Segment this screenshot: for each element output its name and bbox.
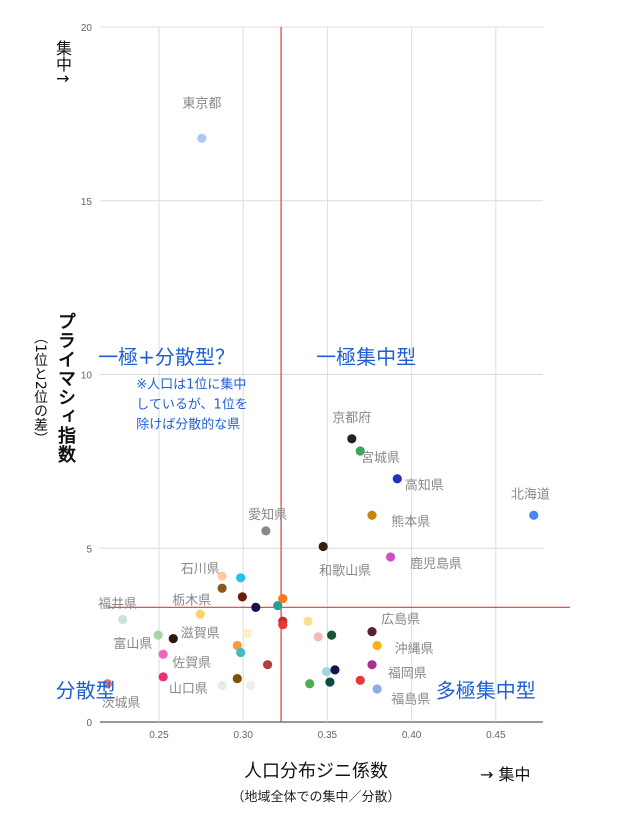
data-point [153, 630, 163, 640]
point-label: 石川県 [181, 562, 220, 577]
data-point [236, 647, 246, 658]
data-point [262, 660, 273, 670]
data-point [327, 630, 337, 640]
quadrant-label: 分散型 [56, 679, 116, 703]
y-tick-label: 5 [86, 544, 92, 555]
data-point [237, 592, 247, 602]
data-point [325, 677, 335, 687]
x-tick-label: 0.40 [402, 730, 422, 741]
point-label: 山口県 [169, 682, 208, 697]
data-points [102, 133, 539, 694]
data-point [251, 602, 261, 612]
point-label: 愛知県 [248, 507, 287, 523]
data-point [278, 594, 288, 604]
data-point [367, 510, 377, 520]
annotation-line: しているが、1位を [136, 397, 248, 412]
data-point [313, 632, 323, 642]
quadrant-label: 多極集中型 [436, 679, 536, 703]
point-label: 和歌山県 [319, 564, 371, 579]
x-tick-label: 0.45 [486, 730, 506, 741]
data-point [305, 679, 315, 689]
point-label: 福岡県 [388, 666, 427, 681]
data-point [168, 634, 178, 644]
y-tick-label: 20 [81, 23, 93, 34]
annotation-line: 除けば分散的な県 [136, 416, 240, 432]
y-axis-label: プライマシィ指数 [55, 312, 76, 464]
x-axis-label: 人口分布ジニ係数 [244, 761, 388, 782]
data-point [232, 640, 242, 651]
y-tick-label: 10 [81, 371, 93, 382]
data-point [232, 673, 242, 684]
point-label: 北海道 [511, 487, 550, 502]
point-label: 熊本県 [391, 514, 430, 530]
x-axis-sublabel: （地域全体での集中／分散） [231, 789, 400, 805]
point-label: 鹿児島県 [410, 556, 462, 572]
quadrant-label: 一極+分散型？ [98, 345, 235, 369]
data-point [118, 614, 128, 625]
y-axis-arrow-label: 集中↑ [53, 40, 72, 86]
data-point [236, 573, 246, 583]
point-label: 東京都 [182, 95, 221, 111]
data-point [273, 600, 283, 611]
data-point [217, 583, 227, 593]
data-point [158, 672, 168, 682]
x-axis-arrow-label: → 集中 [480, 765, 531, 784]
quadrant-label: 一極集中型 [316, 345, 416, 369]
data-point [529, 510, 539, 520]
data-point [278, 620, 288, 630]
point-label: 高知県 [405, 478, 444, 494]
data-point [242, 628, 252, 638]
y-axis-sublabel: （1位と2位の差） [32, 330, 48, 446]
y-tick-label: 15 [81, 197, 93, 208]
point-label: 茨城県 [102, 696, 141, 711]
data-point [330, 665, 340, 675]
data-point [355, 675, 365, 685]
x-tick-label: 0.35 [318, 730, 338, 741]
data-point [158, 649, 168, 659]
data-point [372, 640, 382, 651]
y-tick-label: 0 [86, 718, 92, 729]
point-label: 広島県 [381, 612, 420, 627]
data-point [318, 541, 328, 552]
point-label: 栃木県 [172, 593, 211, 608]
data-point [392, 474, 402, 484]
point-label: 福島県 [391, 692, 430, 707]
x-tick-label: 0.25 [149, 730, 169, 741]
annotation-line: ※人口は1位に集中 [136, 376, 246, 392]
data-point [321, 667, 332, 677]
data-point [367, 627, 377, 637]
axis-layer: 0 5 10 15 20 0.25 0.30 0.35 0.40 0.45 [81, 23, 506, 741]
data-point [261, 526, 271, 536]
data-point [195, 609, 205, 619]
point-label: 宮城県 [361, 450, 400, 466]
data-point [102, 679, 113, 689]
data-point [355, 446, 365, 456]
point-label: 福井県 [98, 597, 137, 612]
data-point [372, 684, 382, 694]
data-point [197, 133, 207, 143]
point-label: 滋賀県 [181, 626, 220, 641]
point-label: 京都府 [332, 411, 371, 426]
point-label: 佐賀県 [172, 656, 211, 671]
point-label: 沖縄県 [395, 642, 434, 657]
x-tick-label: 0.30 [233, 730, 253, 741]
data-point [367, 660, 377, 670]
point-label: 富山県 [113, 636, 152, 652]
data-point [347, 434, 357, 444]
data-point [246, 680, 256, 691]
data-point [303, 616, 313, 626]
data-point [217, 571, 227, 581]
data-point [385, 552, 396, 562]
data-point [217, 680, 227, 691]
grid-layer [100, 26, 543, 723]
